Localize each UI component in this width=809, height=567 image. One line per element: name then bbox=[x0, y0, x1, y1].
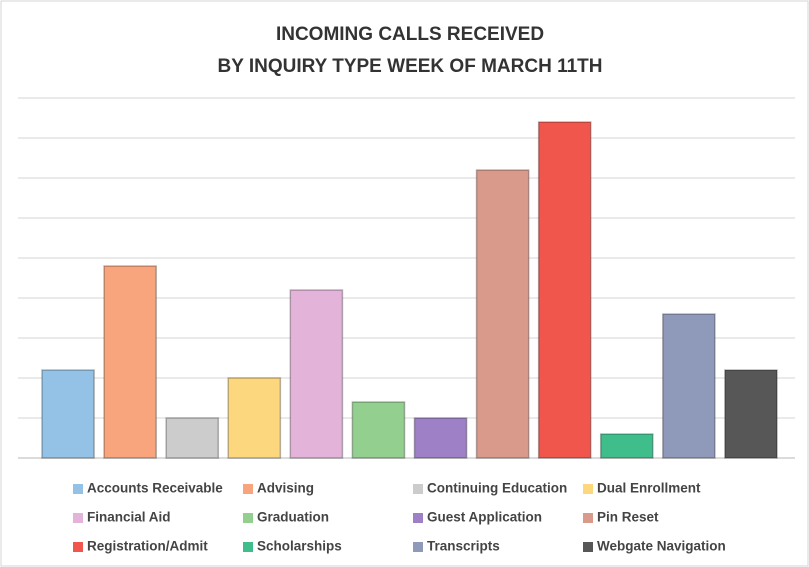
bar bbox=[41, 369, 95, 459]
legend-swatch bbox=[413, 542, 423, 552]
legend-swatch bbox=[413, 513, 423, 523]
bar bbox=[537, 121, 592, 459]
legend-label: Dual Enrollment bbox=[597, 481, 701, 496]
legend-label: Advising bbox=[257, 481, 314, 496]
legend-swatch bbox=[583, 484, 593, 494]
bar bbox=[724, 369, 778, 459]
chart-title: BY INQUIRY TYPE WEEK OF MARCH 11TH bbox=[218, 56, 603, 77]
legend-label: Graduation bbox=[257, 510, 329, 525]
legend-label: Pin Reset bbox=[597, 510, 659, 525]
legend-swatch bbox=[243, 542, 253, 552]
legend-swatch bbox=[583, 542, 593, 552]
legend-swatch bbox=[73, 513, 83, 523]
legend-swatch bbox=[243, 513, 253, 523]
chart-title: INCOMING CALLS RECEIVED bbox=[276, 24, 544, 45]
bar bbox=[227, 377, 282, 459]
legend-swatch bbox=[73, 542, 83, 552]
legend-swatch bbox=[583, 513, 593, 523]
bar bbox=[289, 289, 344, 459]
legend-label: Accounts Receivable bbox=[87, 481, 223, 496]
legend-label: Continuing Education bbox=[427, 481, 567, 496]
legend-label: Guest Application bbox=[427, 510, 542, 525]
legend-label: Financial Aid bbox=[87, 510, 171, 525]
bar bbox=[413, 417, 468, 459]
bar bbox=[662, 313, 716, 459]
bar bbox=[103, 265, 157, 459]
bar bbox=[475, 169, 530, 459]
legend-label: Transcripts bbox=[427, 539, 500, 554]
legend-label: Webgate Navigation bbox=[597, 539, 726, 554]
legend-swatch bbox=[243, 484, 253, 494]
bar bbox=[599, 433, 654, 459]
bar bbox=[351, 401, 406, 459]
legend-swatch bbox=[73, 484, 83, 494]
bar bbox=[165, 417, 220, 459]
legend-label: Scholarships bbox=[257, 539, 342, 554]
legend-swatch bbox=[413, 484, 423, 494]
legend-label: Registration/Admit bbox=[87, 539, 208, 554]
